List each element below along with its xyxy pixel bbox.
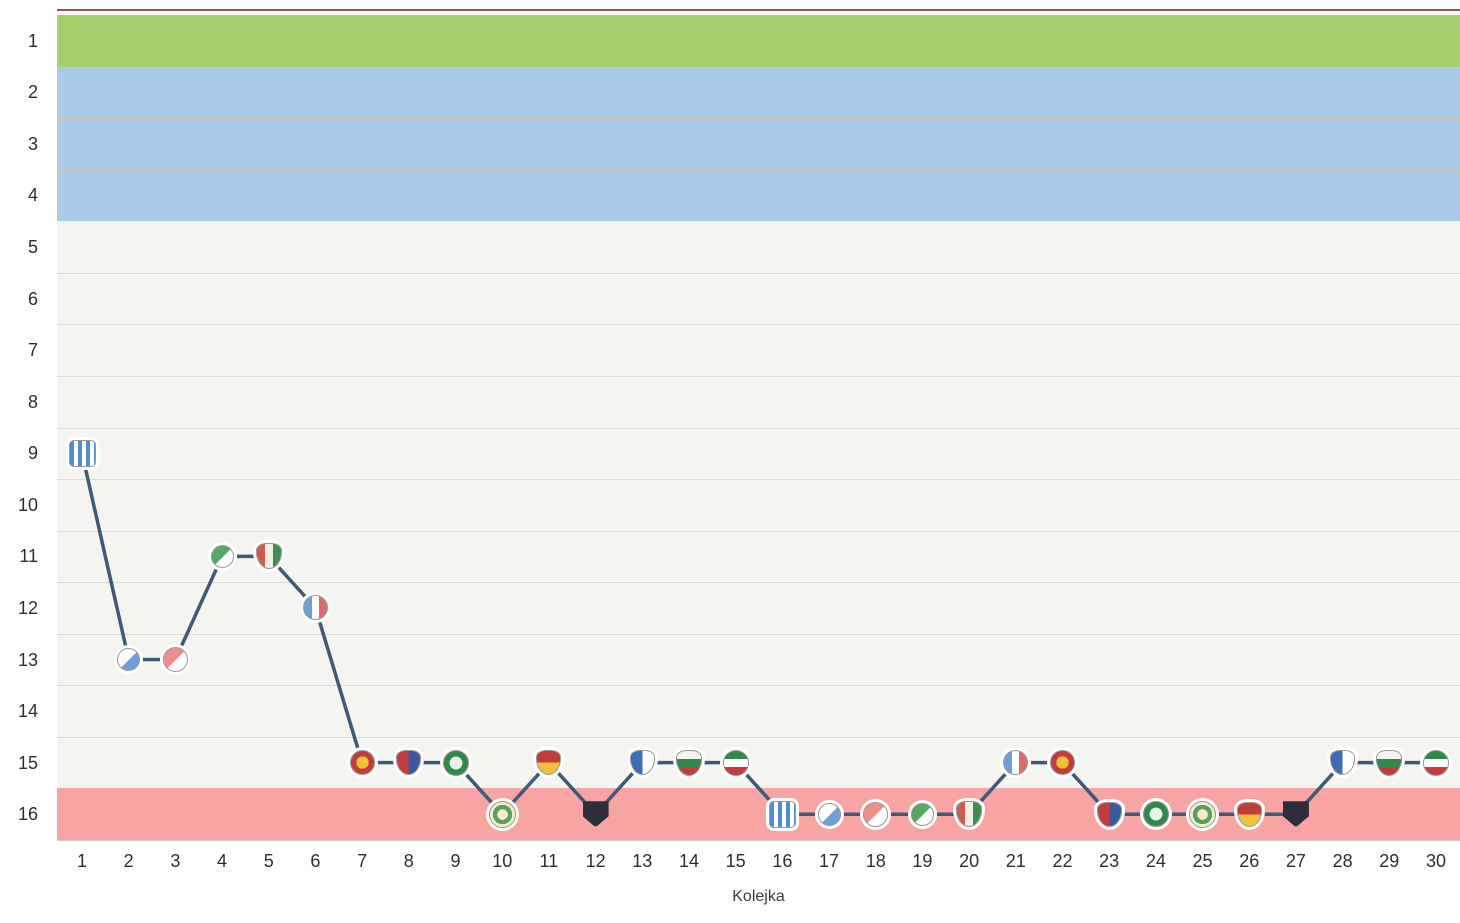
crest-blue-white-striped-jersey-icon — [68, 439, 96, 467]
x-tick-label: 8 — [403, 851, 414, 871]
y-tick-label: 6 — [27, 288, 38, 309]
gridline — [57, 272, 1460, 274]
chart-top-border-line — [57, 9, 1460, 11]
x-tick-label: 10 — [492, 851, 513, 871]
crest-green-white-red-round-icon — [722, 749, 749, 776]
x-tick-label: 27 — [1285, 851, 1306, 871]
zone-mid-table — [57, 221, 1460, 789]
crest-green-white-round-icon — [442, 749, 469, 776]
gridline — [57, 685, 1460, 687]
crest-red-blue-shield-icon — [396, 750, 422, 776]
crest-white-blue-flags-icon — [117, 648, 141, 672]
crest-blue-white-red-flags-icon — [1003, 750, 1029, 776]
x-tick-label: 11 — [539, 851, 559, 871]
crest-cream-green-sunburst-icon — [488, 800, 516, 828]
gridline — [57, 479, 1460, 481]
y-tick-label: 15 — [17, 752, 38, 773]
gridline — [57, 427, 1460, 429]
y-tick-label: 12 — [17, 597, 38, 618]
y-tick-label: 3 — [27, 133, 38, 154]
crest-blue-white-red-flags-icon — [302, 595, 328, 621]
y-tick-label: 4 — [27, 185, 38, 206]
gridline — [57, 375, 1460, 377]
gridline — [57, 324, 1460, 326]
x-tick-label: 9 — [450, 851, 461, 871]
crest-red-white-crossed-flags-icon — [162, 647, 188, 673]
x-tick-label: 4 — [217, 851, 228, 871]
x-axis-title: Kolejka — [732, 888, 785, 905]
x-tick-label: 23 — [1099, 851, 1120, 871]
x-tick-label: 16 — [772, 851, 793, 871]
x-tick-label: 21 — [1005, 851, 1026, 871]
gridline — [57, 169, 1460, 171]
x-tick-label: 22 — [1052, 851, 1073, 871]
x-tick-label: 5 — [263, 851, 274, 871]
x-tick-label: 29 — [1379, 851, 1400, 871]
crest-white-blue-flags-icon — [817, 802, 841, 826]
crest-green-white-flags-icon — [910, 802, 934, 826]
position-line — [80, 451, 1438, 816]
y-tick-label: 2 — [27, 82, 38, 103]
gridline — [57, 530, 1460, 532]
crest-white-green-red-shield-icon — [675, 749, 702, 776]
crest-red-yellow-round-icon — [349, 750, 375, 776]
x-tick-label: 1 — [76, 851, 87, 871]
crest-green-white-flags-icon — [210, 544, 234, 568]
gridline — [57, 118, 1460, 120]
y-tick-label: 13 — [17, 649, 38, 670]
zone-european-cups — [57, 66, 1460, 222]
crest-blue-white-striped-jersey-icon — [768, 800, 796, 828]
crest-red-yellow-round-icon — [1049, 750, 1075, 776]
x-tick-label: 15 — [725, 851, 746, 871]
gridline — [57, 633, 1460, 635]
x-tick-label: 30 — [1425, 851, 1447, 871]
y-tick-label: 9 — [27, 443, 38, 464]
crest-red-yellow-shield-icon — [1236, 801, 1262, 827]
gridline — [57, 582, 1460, 584]
x-tick-label: 20 — [959, 851, 980, 871]
y-tick-label: 11 — [19, 546, 38, 567]
crest-red-blue-shield-icon — [1096, 801, 1122, 827]
y-tick-label: 16 — [17, 804, 38, 825]
x-tick-label: 25 — [1192, 851, 1213, 871]
crest-white-red-green-shield-icon — [255, 543, 282, 570]
x-tick-label: 6 — [310, 851, 321, 871]
y-tick-label: 14 — [17, 701, 38, 722]
y-tick-label: 1 — [27, 30, 38, 51]
gridline — [57, 736, 1460, 738]
crest-cream-green-sunburst-icon — [1189, 800, 1217, 828]
x-tick-label: 3 — [170, 851, 181, 871]
x-tick-label: 12 — [585, 851, 606, 871]
zone-champion — [57, 15, 1460, 67]
x-tick-label: 18 — [865, 851, 886, 871]
x-tick-label: 19 — [912, 851, 933, 871]
y-tick-label: 7 — [27, 340, 38, 361]
y-tick-label: 8 — [27, 391, 38, 412]
x-tick-label: 24 — [1145, 851, 1166, 871]
x-tick-label: 26 — [1239, 851, 1260, 871]
crest-red-white-crossed-flags-icon — [863, 801, 889, 827]
x-tick-label: 28 — [1332, 851, 1353, 871]
x-tick-label: 2 — [123, 851, 134, 871]
y-tick-label: 5 — [27, 237, 38, 258]
x-axis-line — [57, 840, 1460, 841]
x-tick-label: 13 — [632, 851, 653, 871]
x-tick-label: 7 — [357, 851, 368, 871]
crest-green-white-round-icon — [1142, 801, 1169, 828]
x-tick-label: 17 — [819, 851, 840, 871]
y-tick-label: 10 — [17, 494, 38, 515]
crest-green-white-red-round-icon — [1423, 749, 1449, 776]
x-tick-label: 14 — [678, 851, 699, 871]
crest-blue-white-shield-icon — [629, 750, 655, 776]
